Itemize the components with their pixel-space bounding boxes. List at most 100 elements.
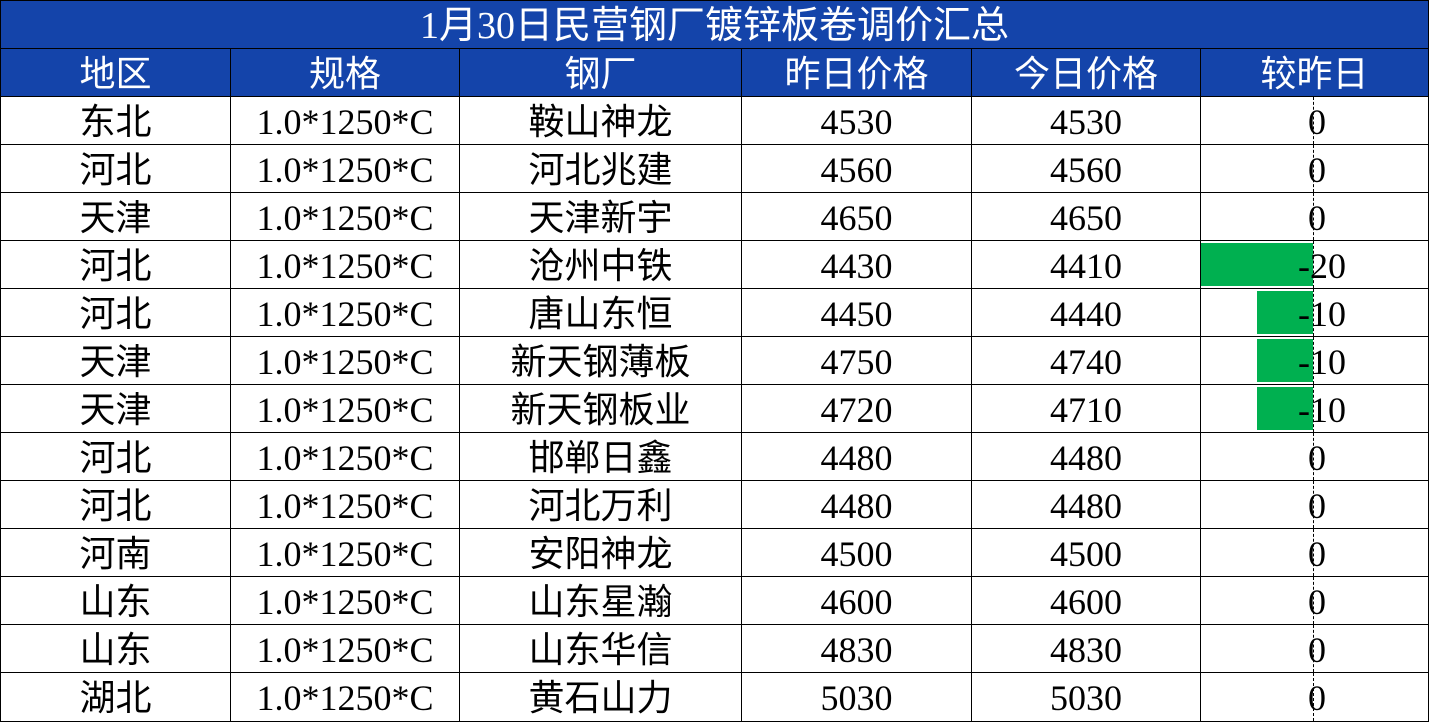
header-spec: 规格 <box>231 49 460 96</box>
yesterday-price-cell: 4600 <box>742 577 972 624</box>
spec-cell: 1.0*1250*C <box>231 241 460 288</box>
today-price-cell: 4500 <box>972 529 1201 576</box>
spec-cell: 1.0*1250*C <box>231 193 460 240</box>
today-price-cell: 4480 <box>972 433 1201 480</box>
change-cell: 0 <box>1201 481 1428 528</box>
data-bar-axis <box>1313 337 1314 384</box>
yesterday-price-cell: 4560 <box>742 145 972 192</box>
region-cell: 天津 <box>1 385 231 432</box>
header-yesterday-price: 昨日价格 <box>742 49 972 96</box>
negative-change-bar <box>1201 243 1313 286</box>
spec-cell: 1.0*1250*C <box>231 673 460 721</box>
yesterday-price-cell: 5030 <box>742 673 972 721</box>
change-cell: 0 <box>1201 577 1428 624</box>
data-bar-axis <box>1313 289 1314 336</box>
mill-cell: 鞍山神龙 <box>460 97 742 144</box>
mill-cell: 河北万利 <box>460 481 742 528</box>
change-value: 0 <box>1308 534 1326 574</box>
region-cell: 山东 <box>1 625 231 672</box>
data-bar-axis <box>1313 673 1314 721</box>
data-bar-axis <box>1313 97 1314 144</box>
header-today-price: 今日价格 <box>972 49 1201 96</box>
today-price-cell: 4480 <box>972 481 1201 528</box>
yesterday-price-cell: 4530 <box>742 97 972 144</box>
header-change: 较昨日 <box>1201 49 1428 96</box>
change-value: 0 <box>1308 198 1326 238</box>
today-price-cell: 4440 <box>972 289 1201 336</box>
table-row: 河北 1.0*1250*C 邯郸日鑫 4480 4480 0 <box>1 433 1428 481</box>
mill-cell: 天津新宇 <box>460 193 742 240</box>
today-price-cell: 4410 <box>972 241 1201 288</box>
mill-cell: 河北兆建 <box>460 145 742 192</box>
region-cell: 河南 <box>1 529 231 576</box>
change-value: 0 <box>1308 582 1326 622</box>
mill-cell: 新天钢板业 <box>460 385 742 432</box>
header-region: 地区 <box>1 49 231 96</box>
region-cell: 山东 <box>1 577 231 624</box>
mill-cell: 安阳神龙 <box>460 529 742 576</box>
table-row: 河北 1.0*1250*C 河北兆建 4560 4560 0 <box>1 145 1428 193</box>
spec-cell: 1.0*1250*C <box>231 337 460 384</box>
table-row: 河北 1.0*1250*C 唐山东恒 4450 4440 -10 <box>1 289 1428 337</box>
spec-cell: 1.0*1250*C <box>231 625 460 672</box>
change-cell: 0 <box>1201 193 1428 240</box>
header-mill: 钢厂 <box>460 49 742 96</box>
today-price-cell: 4600 <box>972 577 1201 624</box>
data-bar-axis <box>1313 241 1314 288</box>
change-value: 0 <box>1308 630 1326 670</box>
region-cell: 天津 <box>1 337 231 384</box>
yesterday-price-cell: 4450 <box>742 289 972 336</box>
table-body: 东北 1.0*1250*C 鞍山神龙 4530 4530 0 河北 1.0*1250*C 河北兆… <box>1 97 1428 721</box>
table-row: 河南 1.0*1250*C 安阳神龙 4500 4500 0 <box>1 529 1428 577</box>
spec-cell: 1.0*1250*C <box>231 385 460 432</box>
region-cell: 东北 <box>1 97 231 144</box>
change-value: -20 <box>1298 246 1346 286</box>
today-price-cell: 4740 <box>972 337 1201 384</box>
change-cell: -10 <box>1201 385 1428 432</box>
header-row: 地区 规格 钢厂 昨日价格 今日价格 较昨日 <box>1 49 1428 97</box>
change-cell: 0 <box>1201 433 1428 480</box>
change-cell: 0 <box>1201 145 1428 192</box>
spec-cell: 1.0*1250*C <box>231 433 460 480</box>
today-price-cell: 4530 <box>972 97 1201 144</box>
change-cell: 0 <box>1201 673 1428 721</box>
today-price-cell: 4650 <box>972 193 1201 240</box>
table-row: 河北 1.0*1250*C 河北万利 4480 4480 0 <box>1 481 1428 529</box>
today-price-cell: 5030 <box>972 673 1201 721</box>
region-cell: 河北 <box>1 145 231 192</box>
negative-change-bar <box>1257 387 1313 430</box>
change-cell: -20 <box>1201 241 1428 288</box>
yesterday-price-cell: 4830 <box>742 625 972 672</box>
change-cell: 0 <box>1201 625 1428 672</box>
today-price-cell: 4560 <box>972 145 1201 192</box>
data-bar-axis <box>1313 529 1314 576</box>
table-row: 河北 1.0*1250*C 沧州中铁 4430 4410 -20 <box>1 241 1428 289</box>
mill-cell: 唐山东恒 <box>460 289 742 336</box>
mill-cell: 沧州中铁 <box>460 241 742 288</box>
table-title: 1月30日民营钢厂镀锌板卷调价汇总 <box>1 1 1428 49</box>
yesterday-price-cell: 4480 <box>742 433 972 480</box>
yesterday-price-cell: 4750 <box>742 337 972 384</box>
data-bar-axis <box>1313 385 1314 432</box>
yesterday-price-cell: 4480 <box>742 481 972 528</box>
change-value: 0 <box>1308 678 1326 718</box>
region-cell: 天津 <box>1 193 231 240</box>
table-row: 天津 1.0*1250*C 天津新宇 4650 4650 0 <box>1 193 1428 241</box>
spec-cell: 1.0*1250*C <box>231 97 460 144</box>
mill-cell: 邯郸日鑫 <box>460 433 742 480</box>
mill-cell: 新天钢薄板 <box>460 337 742 384</box>
spec-cell: 1.0*1250*C <box>231 577 460 624</box>
yesterday-price-cell: 4650 <box>742 193 972 240</box>
table-row: 山东 1.0*1250*C 山东星瀚 4600 4600 0 <box>1 577 1428 625</box>
data-bar-axis <box>1313 625 1314 672</box>
data-bar-axis <box>1313 577 1314 624</box>
region-cell: 河北 <box>1 481 231 528</box>
table-row: 东北 1.0*1250*C 鞍山神龙 4530 4530 0 <box>1 97 1428 145</box>
negative-change-bar <box>1257 291 1313 334</box>
data-bar-axis <box>1313 481 1314 528</box>
change-value: -10 <box>1298 342 1346 382</box>
mill-cell: 山东华信 <box>460 625 742 672</box>
yesterday-price-cell: 4500 <box>742 529 972 576</box>
mill-cell: 黄石山力 <box>460 673 742 721</box>
